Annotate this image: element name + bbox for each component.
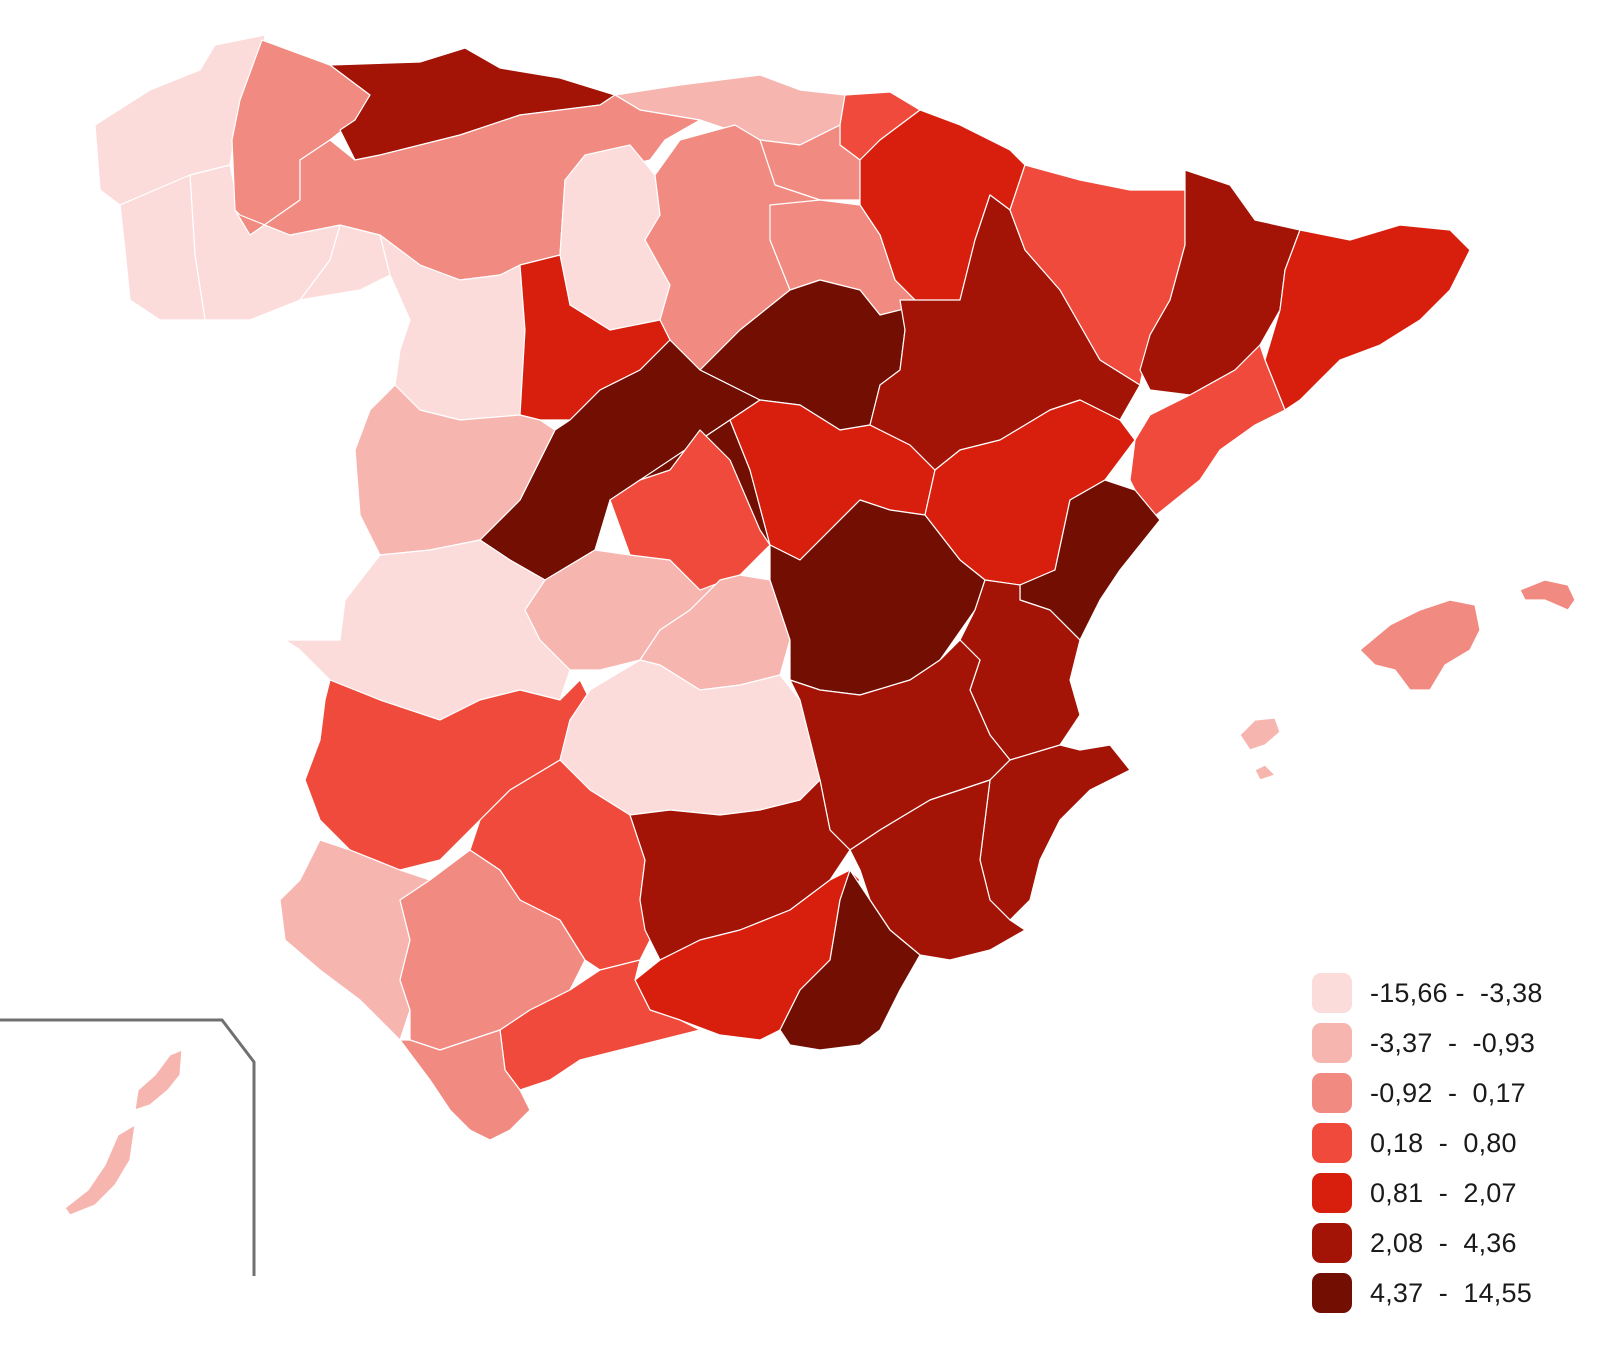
region-cadiz	[399, 1029, 531, 1141]
legend-item: 0,81 - 2,07	[1312, 1168, 1592, 1218]
legend-swatch	[1312, 1123, 1352, 1163]
region-tarragona	[1129, 344, 1286, 521]
region-lanzarote-fuerteventura	[64, 1049, 183, 1216]
legend-swatch	[1312, 1223, 1352, 1263]
region-malaga	[499, 959, 701, 1091]
region-girona-barcelona	[1264, 224, 1471, 411]
legend-swatch	[1312, 1023, 1352, 1063]
legend-swatch	[1312, 973, 1352, 1013]
legend-label: 0,81 - 2,07	[1370, 1177, 1517, 1208]
legend-item: 2,08 - 4,36	[1312, 1218, 1592, 1268]
canary-inset-frame	[0, 1018, 256, 1276]
legend-label: 4,37 - 14,55	[1370, 1277, 1532, 1308]
legend-label: 0,18 - 0,80	[1370, 1127, 1517, 1158]
region-toledo-east	[609, 429, 771, 591]
legend-label: -0,92 - 0,17	[1370, 1077, 1526, 1108]
region-castellon	[1019, 479, 1161, 641]
legend-item: -3,37 - -0,93	[1312, 1018, 1592, 1068]
region-mallorca	[1359, 599, 1481, 691]
legend-item: 0,18 - 0,80	[1312, 1118, 1592, 1168]
legend-swatch	[1312, 1273, 1352, 1313]
legend-item: -0,92 - 0,17	[1312, 1068, 1592, 1118]
legend-swatch	[1312, 1173, 1352, 1213]
region-almeria	[779, 869, 921, 1051]
legend-label: -3,37 - -0,93	[1370, 1027, 1536, 1058]
region-cordoba	[469, 759, 656, 971]
legend-swatch	[1312, 1073, 1352, 1113]
region-murcia	[849, 779, 1026, 961]
legend-label: -15,66 - -3,38	[1370, 977, 1543, 1008]
region-ibiza	[1239, 717, 1281, 781]
region-alicante	[979, 744, 1131, 921]
legend-item: 4,37 - 14,55	[1312, 1268, 1592, 1318]
region-huelva	[279, 839, 431, 1041]
region-pontevedra	[119, 174, 206, 321]
region-menorca	[1519, 579, 1576, 611]
legend: -15,66 - -3,38 -3,37 - -0,93 -0,92 - 0,1…	[1312, 968, 1592, 1318]
region-ciudad-real	[559, 659, 821, 816]
legend-item: -15,66 - -3,38	[1312, 968, 1592, 1018]
legend-label: 2,08 - 4,36	[1370, 1227, 1517, 1258]
region-salamanca	[354, 384, 556, 556]
